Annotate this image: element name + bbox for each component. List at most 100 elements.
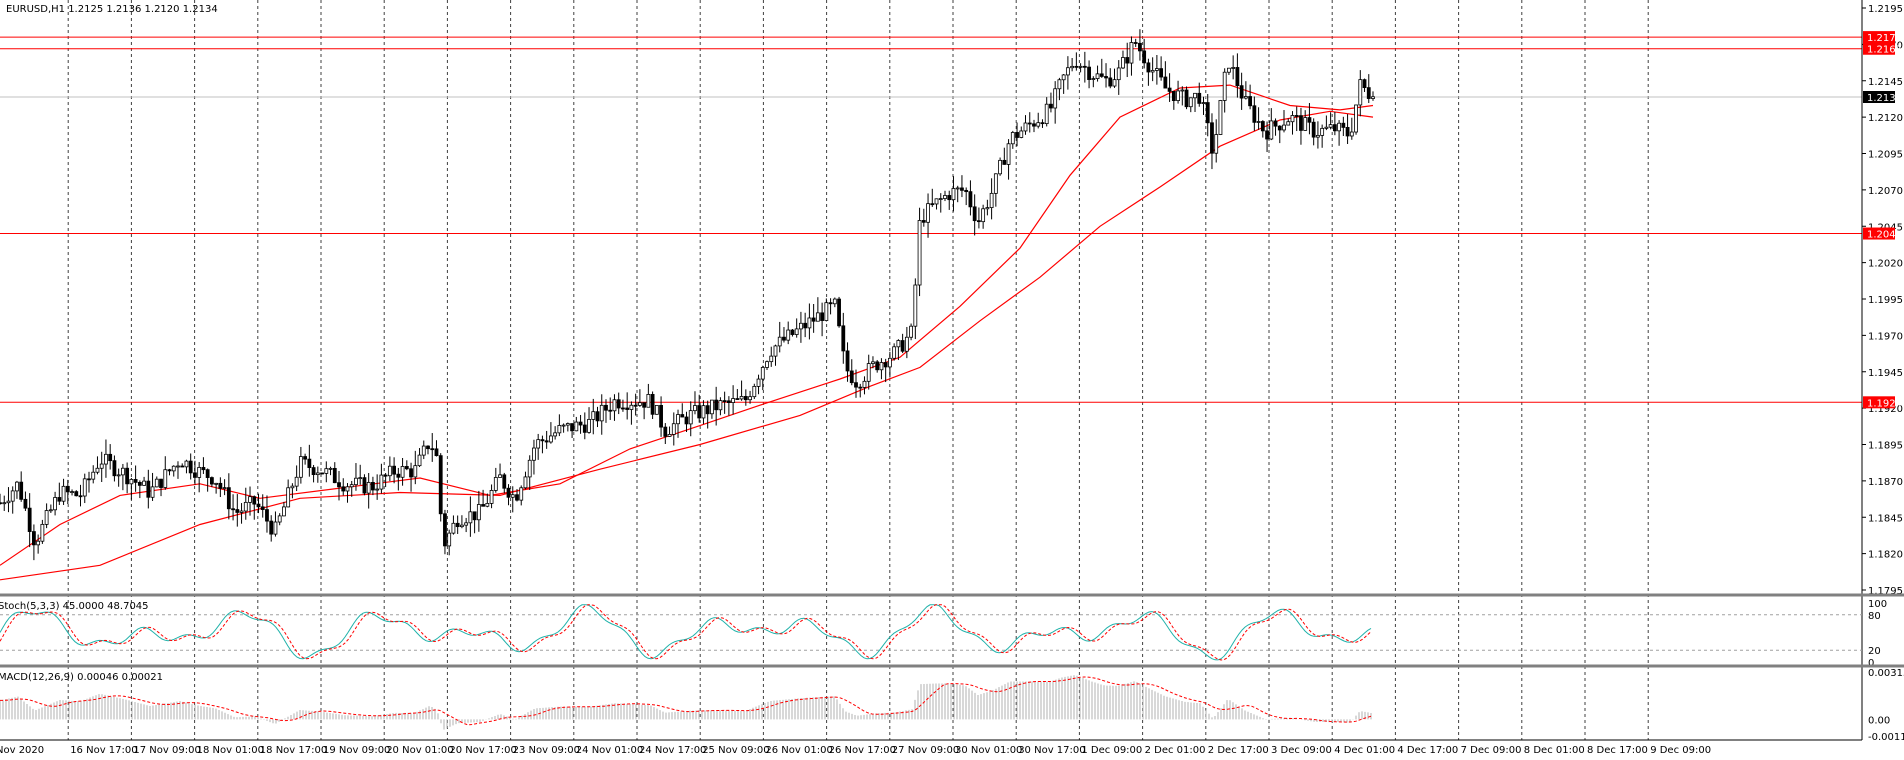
candle-body [1116, 67, 1121, 81]
price-tick-label: 1.1895 [1868, 441, 1903, 452]
candle-body [332, 467, 337, 484]
candle-body [396, 473, 401, 478]
candle-body [1235, 67, 1240, 87]
candle-body [955, 187, 960, 190]
candle-body [383, 474, 388, 477]
candle-body [1248, 96, 1253, 107]
candle-body [871, 361, 875, 364]
candle-body [858, 386, 863, 389]
candle-body [392, 465, 397, 475]
candle-body [163, 469, 168, 488]
macd-panel [0, 675, 1373, 730]
candle-body [472, 511, 477, 521]
candle-body [862, 380, 867, 388]
candle-body [832, 298, 837, 305]
candle-body [557, 425, 562, 434]
candle-body [642, 402, 647, 408]
macd-tick-label: -0.0011 [1868, 732, 1904, 743]
candle-body [120, 467, 125, 476]
candle-body [1065, 67, 1070, 76]
candle-body [1201, 102, 1206, 104]
price-tick-label: 1.1795 [1868, 586, 1903, 597]
candle-body [307, 458, 312, 468]
candle-body [570, 423, 574, 432]
candle-body [1273, 120, 1278, 127]
price-level-tag [1863, 396, 1895, 409]
candle-body [837, 298, 841, 327]
time-tick-label: 2 Dec 01:00 [1145, 745, 1206, 756]
candle-body [1205, 102, 1210, 124]
macd-signal-line [0, 676, 1373, 726]
candle-body [337, 482, 341, 488]
price-tick-label: 1.1845 [1868, 513, 1903, 524]
candle-body [900, 340, 905, 352]
candle-body [1146, 62, 1151, 73]
price-tick-label: 1.2020 [1868, 259, 1903, 270]
candle-body [493, 477, 498, 491]
candle-body [61, 485, 66, 502]
candle-body [1095, 73, 1100, 79]
candle-body [451, 522, 456, 534]
candle-body [926, 203, 930, 223]
candle-body [0, 502, 2, 505]
candle-body [807, 317, 812, 329]
candle-body [947, 195, 952, 201]
candle-body [629, 404, 634, 410]
price-tick-label: 1.2195 [1868, 4, 1903, 15]
candle-body [1341, 122, 1346, 128]
candle-body [116, 474, 121, 477]
candle-body [1354, 104, 1358, 133]
candle-body [510, 494, 515, 498]
candle-body [1303, 117, 1308, 131]
candle-body [676, 414, 680, 425]
candle-body [1099, 73, 1104, 77]
candle-body [1010, 132, 1015, 145]
time-tick-label: 19 Nov 09:00 [323, 745, 390, 756]
stochastic-tick-label: 80 [1868, 611, 1881, 622]
candle-body [256, 503, 261, 508]
candle-body [760, 367, 765, 380]
candle-body [612, 399, 617, 412]
time-tick-label: 7 Dec 09:00 [1461, 745, 1522, 756]
candle-body [637, 402, 642, 406]
candle-body [693, 405, 697, 412]
time-tick-label: 17 Nov 09:00 [133, 745, 200, 756]
candle-body [1074, 65, 1079, 68]
candle-body [1040, 122, 1045, 125]
candle-body [91, 471, 96, 480]
candle-body [404, 466, 409, 470]
candle-body [591, 411, 596, 420]
candle-body [1133, 42, 1138, 44]
candle-body [1277, 125, 1282, 131]
candle-body [803, 322, 808, 329]
candle-body [735, 398, 740, 400]
candle-body [1282, 124, 1286, 131]
candle-body [387, 465, 392, 477]
time-tick-label: 4 Dec 17:00 [1397, 745, 1458, 756]
candle-body [748, 396, 752, 401]
candle-body [6, 500, 11, 504]
candle-body [739, 396, 744, 400]
candle-body [930, 203, 935, 206]
candle-body [519, 487, 524, 501]
candle-body [527, 459, 532, 478]
price-tick-label: 1.1920 [1868, 404, 1903, 415]
candle-body [349, 484, 354, 488]
candle-body [231, 508, 235, 511]
candle-body [159, 478, 163, 488]
candle-body [112, 460, 117, 477]
candle-body [1231, 67, 1236, 69]
candle-body [32, 531, 36, 546]
candle-body [476, 504, 481, 521]
candle-body [1027, 122, 1032, 125]
candle-body [36, 540, 41, 546]
candle-body [1150, 70, 1155, 73]
candle-body [1129, 42, 1134, 64]
candle-body [731, 398, 736, 403]
macd-header: MACD(12,26,9) 0.00046 0.00021 [0, 672, 163, 683]
candle-body [536, 439, 541, 449]
candle-body [1256, 121, 1261, 123]
candle-body [574, 421, 579, 432]
candle-body [74, 491, 79, 497]
candle-body [99, 463, 104, 469]
